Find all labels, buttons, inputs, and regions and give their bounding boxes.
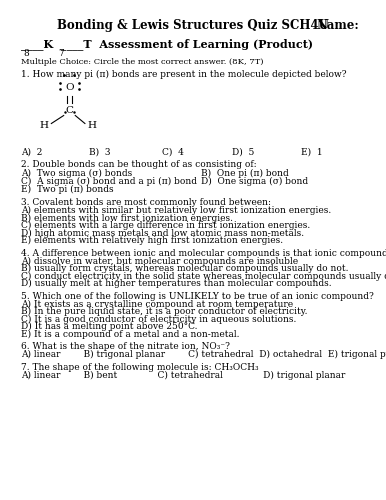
Text: Multiple Choice: Circle the most correct answer. (8K, 7T): Multiple Choice: Circle the most correct… <box>21 58 264 66</box>
Text: Name:: Name: <box>317 19 359 32</box>
Text: C) elements with a large difference in first ionization energies.: C) elements with a large difference in f… <box>21 221 310 230</box>
Text: A) elements with similar but relatively low first ionization energies.: A) elements with similar but relatively … <box>21 206 332 215</box>
Text: D)  5: D) 5 <box>232 148 254 156</box>
Text: 7. The shape of the following molecule is: CH₃OCH₃: 7. The shape of the following molecule i… <box>21 362 259 372</box>
Text: H: H <box>87 120 96 130</box>
Text: 2. Double bonds can be thought of as consisting of:: 2. Double bonds can be thought of as con… <box>21 160 257 169</box>
Text: 3. Covalent bonds are most commonly found between:: 3. Covalent bonds are most commonly foun… <box>21 198 271 207</box>
Text: ____K  ____T  Assessment of Learning (Product): ____K ____T Assessment of Learning (Prod… <box>21 38 313 50</box>
Text: 8: 8 <box>23 49 29 58</box>
Text: C) It is a good conductor of electricity in aqueous solutions.: C) It is a good conductor of electricity… <box>21 314 296 324</box>
Text: A)  2: A) 2 <box>21 148 42 156</box>
Text: B) usually form crystals, whereas molecular compounds usually do not.: B) usually form crystals, whereas molecu… <box>21 264 349 273</box>
Text: E)  1: E) 1 <box>301 148 323 156</box>
Text: Bonding & Lewis Structures Quiz SCH4U: Bonding & Lewis Structures Quiz SCH4U <box>57 19 329 32</box>
Text: E) elements with relatively high first ionization energies.: E) elements with relatively high first i… <box>21 236 283 245</box>
Text: D)  One sigma (σ) bond: D) One sigma (σ) bond <box>201 177 308 186</box>
Text: D) usually melt at higher temperatures than molecular compounds.: D) usually melt at higher temperatures t… <box>21 279 332 288</box>
Text: 6. What is the shape of the nitrate ion, NO₃⁻?: 6. What is the shape of the nitrate ion,… <box>21 342 230 351</box>
Text: D) It has a melting point above 250°C.: D) It has a melting point above 250°C. <box>21 322 198 331</box>
Text: A) It exists as a crystalline compound at room temperature: A) It exists as a crystalline compound a… <box>21 300 293 308</box>
Text: C)  A sigma (σ) bond and a pi (π) bond: C) A sigma (σ) bond and a pi (π) bond <box>21 177 197 186</box>
Text: A) dissolve in water, but molecular compounds are insoluble: A) dissolve in water, but molecular comp… <box>21 256 298 266</box>
Text: H: H <box>40 120 49 130</box>
Text: 7: 7 <box>58 49 64 58</box>
Text: B) elements with low first ionization energies.: B) elements with low first ionization en… <box>21 214 233 222</box>
Text: C)  4: C) 4 <box>162 148 184 156</box>
Text: B) In the pure liquid state, it is a poor conductor of electricity.: B) In the pure liquid state, it is a poo… <box>21 307 308 316</box>
Text: C: C <box>66 106 73 114</box>
Text: A)  Two sigma (σ) bonds: A) Two sigma (σ) bonds <box>21 169 132 178</box>
Text: D) high atomic mass metals and low atomic mass non-metals.: D) high atomic mass metals and low atomi… <box>21 228 304 237</box>
Text: E)  Two pi (π) bonds: E) Two pi (π) bonds <box>21 185 114 194</box>
Text: 5. Which one of the following is UNLIKELY to be true of an ionic compound?: 5. Which one of the following is UNLIKEL… <box>21 292 374 300</box>
Text: A) linear        B) bent              C) tetrahedral              D) trigonal pl: A) linear B) bent C) tetrahedral D) trig… <box>21 370 345 380</box>
Text: B)  3: B) 3 <box>89 148 110 156</box>
Text: 1. How many pi (π) bonds are present in the molecule depicted below?: 1. How many pi (π) bonds are present in … <box>21 70 347 79</box>
Text: A) linear        B) trigonal planar        C) tetrahedral  D) octahedral  E) tri: A) linear B) trigonal planar C) tetrahed… <box>21 350 386 359</box>
Text: C) conduct electricity in the solid state whereas molecular compounds usually do: C) conduct electricity in the solid stat… <box>21 272 386 280</box>
Text: E) It is a compound of a metal and a non-metal.: E) It is a compound of a metal and a non… <box>21 330 240 338</box>
Text: 4. A difference between ionic and molecular compounds is that ionic compounds:: 4. A difference between ionic and molecu… <box>21 248 386 258</box>
Text: B)  One pi (π) bond: B) One pi (π) bond <box>201 169 288 178</box>
Text: O: O <box>65 83 74 92</box>
